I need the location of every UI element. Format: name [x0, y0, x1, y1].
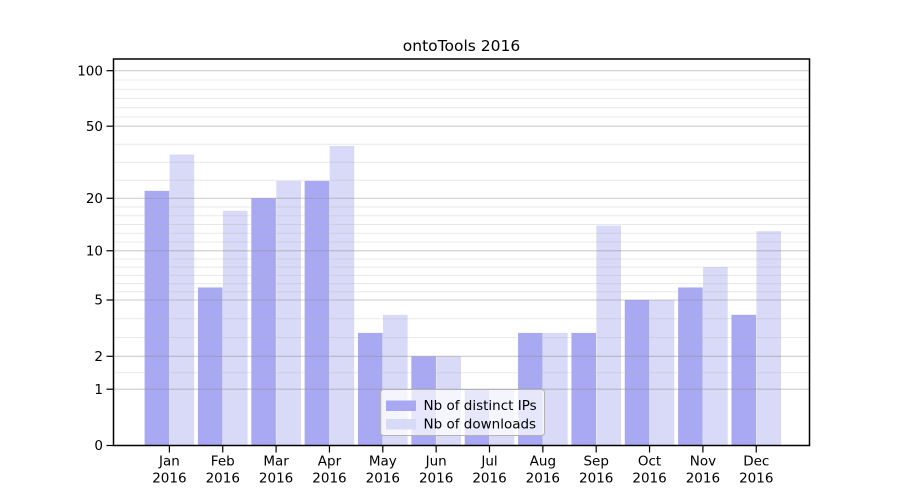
- x-tick-label-month: Jan: [158, 454, 180, 470]
- y-tick-label: 20: [86, 191, 103, 207]
- legend-swatch: [386, 400, 416, 411]
- x-tick-label-year: 2016: [686, 471, 720, 487]
- bar-distinct-ips: [197, 287, 223, 446]
- bar-distinct-ips: [358, 332, 383, 446]
- x-tick-label-month: Jul: [480, 454, 497, 470]
- legend-swatch: [386, 419, 416, 430]
- y-tick-label: 5: [94, 293, 103, 309]
- y-tick-label: 1: [94, 382, 103, 398]
- bar-downloads: [649, 299, 675, 446]
- x-tick-label-month: May: [369, 454, 397, 470]
- x-tick-label-year: 2016: [312, 471, 346, 487]
- x-tick-label-month: Nov: [690, 454, 716, 470]
- bar-downloads: [276, 180, 301, 446]
- y-tick-label: 10: [86, 243, 103, 259]
- x-tick-label-year: 2016: [206, 471, 240, 487]
- x-tick-label-year: 2016: [366, 471, 400, 487]
- bar-distinct-ips: [304, 180, 330, 446]
- bar-downloads: [756, 231, 782, 446]
- bar-distinct-ips: [678, 287, 703, 446]
- bar-downloads: [703, 267, 728, 446]
- x-tick-label-year: 2016: [526, 471, 560, 487]
- y-tick-label: 0: [94, 438, 103, 454]
- x-tick-label-month: Dec: [743, 454, 769, 470]
- legend-box: [380, 389, 545, 436]
- x-tick-label-year: 2016: [472, 471, 506, 487]
- bar-downloads: [169, 154, 195, 446]
- bar-distinct-ips: [731, 314, 757, 446]
- legend-label: Nb of downloads: [424, 417, 537, 433]
- plot-border: [112, 58, 811, 447]
- y-tick-label: 50: [86, 119, 103, 135]
- bar-downloads: [596, 225, 621, 446]
- x-tick-label-year: 2016: [579, 471, 613, 487]
- bar-distinct-ips: [624, 299, 650, 446]
- bar-downloads: [543, 332, 568, 446]
- legend-label: Nb of distinct IPs: [424, 398, 537, 414]
- bar-downloads: [222, 210, 248, 446]
- x-tick-label-year: 2016: [259, 471, 293, 487]
- bar-downloads: [329, 145, 355, 446]
- x-tick-label-year: 2016: [419, 471, 453, 487]
- x-tick-label-month: Sep: [583, 454, 608, 470]
- x-tick-label-month: Jun: [425, 454, 447, 470]
- bar-distinct-ips: [251, 198, 276, 446]
- x-tick-label-month: Apr: [318, 454, 342, 470]
- x-tick-label-month: Mar: [263, 454, 289, 470]
- bar-distinct-ips: [144, 190, 170, 446]
- x-tick-label-year: 2016: [739, 471, 773, 487]
- chart-title: ontoTools 2016: [403, 37, 520, 55]
- x-tick-label-month: Oct: [638, 454, 661, 470]
- y-tick-label: 100: [77, 63, 103, 79]
- x-tick-label-month: Feb: [211, 454, 235, 470]
- x-tick-label-year: 2016: [152, 471, 186, 487]
- bar-distinct-ips: [571, 332, 596, 446]
- y-tick-label: 2: [94, 349, 103, 365]
- x-tick-label-year: 2016: [632, 471, 666, 487]
- x-tick-label-month: Aug: [530, 454, 556, 470]
